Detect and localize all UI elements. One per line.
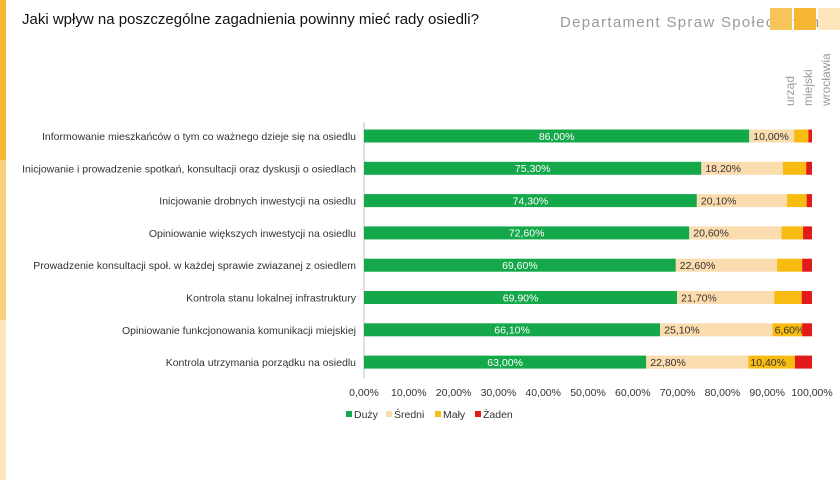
category-label: Kontrola utrzymania porządku na osiedlu — [166, 357, 356, 369]
category-label: Kontrola stanu lokalnej infrastruktury — [186, 293, 357, 305]
data-label: 25,10% — [664, 325, 700, 337]
x-tick-label: 70,00% — [660, 387, 696, 399]
x-tick-label: 90,00% — [749, 387, 785, 399]
bar-segment — [364, 194, 697, 208]
legend-label: Średni — [394, 408, 424, 421]
bar-segment — [701, 161, 783, 175]
bar-segment — [364, 226, 690, 240]
bar-segment — [749, 129, 795, 143]
data-label: 75,30% — [515, 163, 551, 175]
bar-segment — [364, 258, 676, 272]
data-label: 74,30% — [513, 195, 549, 207]
data-label: 10,40% — [750, 357, 786, 369]
data-label: 72,60% — [509, 228, 545, 240]
bar-segment — [782, 161, 807, 175]
accent-stripe-middle — [0, 160, 6, 320]
bar-segment — [660, 323, 773, 337]
category-label: Prowadzenie konsultacji społ. w każdej s… — [33, 260, 356, 272]
data-label: 86,00% — [539, 131, 575, 143]
legend-swatch — [435, 411, 441, 417]
legend-swatch — [346, 411, 352, 417]
bar-segment — [802, 323, 812, 337]
legend-label: Żaden — [483, 408, 513, 421]
data-label: 20,10% — [701, 195, 737, 207]
bar-segment — [794, 355, 812, 369]
category-label: Inicjowanie i prowadzenie spotkań, konsu… — [22, 163, 356, 175]
data-label: 6,60% — [775, 325, 805, 337]
x-tick-label: 80,00% — [705, 387, 741, 399]
x-tick-label: 20,00% — [436, 387, 472, 399]
data-label: 22,80% — [650, 357, 686, 369]
bar-segment — [364, 323, 661, 337]
bar-segment — [801, 291, 812, 304]
bar-segment — [802, 258, 812, 272]
legend-label: Duży — [354, 409, 379, 421]
bar-segment — [677, 291, 775, 304]
accent-stripe-bottom — [0, 320, 6, 480]
logo-square — [818, 8, 840, 30]
x-tick-label: 50,00% — [570, 387, 606, 399]
logo-square — [770, 8, 792, 30]
bar-segment — [646, 355, 749, 369]
bar-segment — [364, 161, 702, 175]
bar-segment — [748, 355, 795, 369]
x-tick-label: 10,00% — [391, 387, 427, 399]
data-label: 63,00% — [487, 357, 523, 369]
bar-segment — [808, 129, 812, 143]
bar-segment — [774, 291, 802, 304]
department-name: Departament Spraw Społecznych — [560, 14, 821, 31]
data-label: 20,60% — [693, 228, 729, 240]
bar-segment — [689, 226, 782, 240]
category-label: Opiniowanie większych inwestycji na osie… — [149, 228, 356, 240]
bar-segment — [786, 194, 807, 208]
data-label: 22,60% — [680, 260, 716, 272]
bar-segment — [675, 258, 778, 272]
x-tick-label: 60,00% — [615, 387, 651, 399]
logo-square — [794, 8, 816, 30]
x-tick-label: 40,00% — [525, 387, 561, 399]
bar-segment — [364, 129, 750, 143]
category-label: Inicjowanie drobnych inwestycji na osied… — [159, 196, 356, 208]
data-label: 69,60% — [502, 260, 538, 272]
x-tick-label: 30,00% — [481, 387, 517, 399]
bar-segment — [696, 194, 787, 208]
data-label: 21,70% — [681, 292, 717, 304]
bar-segment — [364, 291, 678, 304]
accent-stripe-top — [0, 0, 6, 160]
legend-swatch — [386, 411, 392, 417]
legend-label: Mały — [443, 409, 466, 421]
bar-segment — [803, 226, 812, 240]
category-label: Informowanie mieszkańców o tym co ważneg… — [42, 131, 356, 143]
legend-swatch — [475, 411, 481, 417]
data-label: 66,10% — [494, 325, 530, 337]
bar-segment — [777, 258, 803, 272]
bar-segment — [772, 323, 803, 337]
data-label: 18,20% — [705, 163, 741, 175]
x-tick-label: 100,00% — [791, 387, 832, 399]
page-title: Jaki wpływ na poszczególne zagadnienia p… — [22, 11, 479, 28]
bar-segment — [806, 161, 812, 175]
data-label: 69,90% — [503, 292, 539, 304]
bar-segment — [806, 194, 812, 208]
x-tick-label: 0,00% — [349, 387, 379, 399]
bar-segment — [794, 129, 809, 143]
bar-segment — [781, 226, 804, 240]
bar-segment — [364, 355, 647, 369]
category-label: Opiniowanie funkcjonowania komunikacji m… — [122, 325, 356, 337]
data-label: 10,00% — [753, 131, 789, 143]
